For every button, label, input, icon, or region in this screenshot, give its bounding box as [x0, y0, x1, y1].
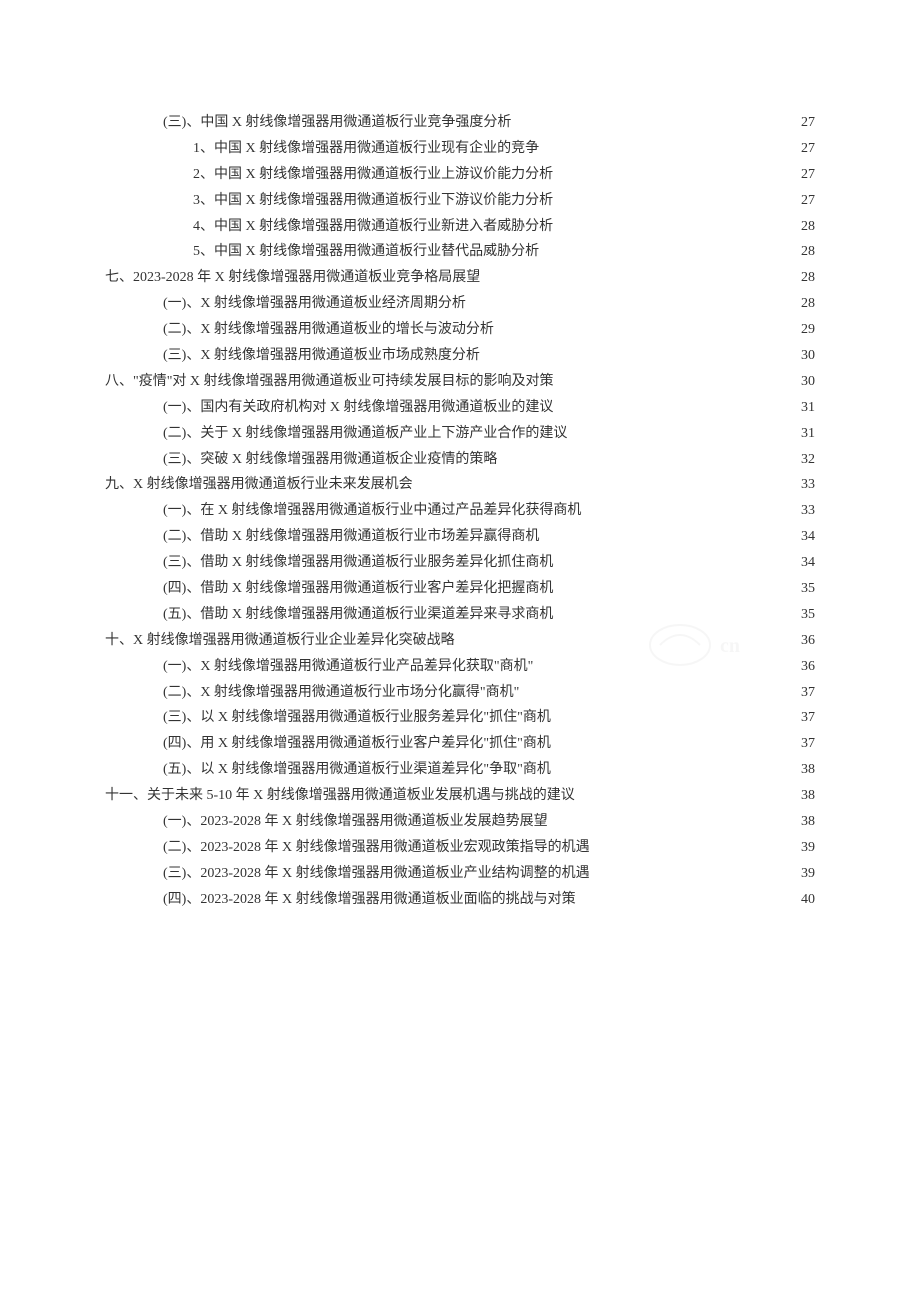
toc-entry-page: 38 [799, 757, 815, 783]
toc-entry-page: 34 [799, 524, 815, 550]
toc-entry-page: 37 [799, 731, 815, 757]
toc-entry-page: 27 [799, 110, 815, 136]
toc-entry-page: 37 [799, 705, 815, 731]
toc-entry-label: (五)、借助 X 射线像增强器用微通道板行业渠道差异来寻求商机 [163, 602, 553, 628]
toc-entry-label: (三)、以 X 射线像增强器用微通道板行业服务差异化"抓住"商机 [163, 705, 551, 731]
toc-entry-page: 35 [799, 576, 815, 602]
toc-entry-page: 28 [799, 239, 815, 265]
toc-entry: (一)、国内有关政府机构对 X 射线像增强器用微通道板业的建议 31 [105, 395, 815, 421]
toc-entry-label: (四)、用 X 射线像增强器用微通道板行业客户差异化"抓住"商机 [163, 731, 551, 757]
toc-entry: 九、X 射线像增强器用微通道板行业未来发展机会 33 [105, 472, 815, 498]
toc-entry: (三)、2023-2028 年 X 射线像增强器用微通道板业产业结构调整的机遇 3… [105, 861, 815, 887]
toc-entry: (三)、X 射线像增强器用微通道板业市场成熟度分析 30 [105, 343, 815, 369]
toc-entry-label: (四)、借助 X 射线像增强器用微通道板行业客户差异化把握商机 [163, 576, 553, 602]
toc-entry-page: 27 [799, 188, 815, 214]
toc-entry-page: 35 [799, 602, 815, 628]
toc-entry-page: 36 [799, 628, 815, 654]
toc-entry: (三)、以 X 射线像增强器用微通道板行业服务差异化"抓住"商机 37 [105, 705, 815, 731]
toc-entry-page: 31 [799, 421, 815, 447]
toc-entry-label: (一)、在 X 射线像增强器用微通道板行业中通过产品差异化获得商机 [163, 498, 581, 524]
toc-entry: (二)、借助 X 射线像增强器用微通道板行业市场差异赢得商机 34 [105, 524, 815, 550]
toc-entry-label: (一)、X 射线像增强器用微通道板行业产品差异化获取"商机" [163, 654, 533, 680]
toc-entry-label: (二)、X 射线像增强器用微通道板行业市场分化赢得"商机" [163, 680, 519, 706]
toc-entry-label: (三)、2023-2028 年 X 射线像增强器用微通道板业产业结构调整的机遇 [163, 861, 590, 887]
toc-entry-label: 八、"疫情"对 X 射线像增强器用微通道板业可持续发展目标的影响及对策 [105, 369, 554, 395]
toc-entry-label: (一)、国内有关政府机构对 X 射线像增强器用微通道板业的建议 [163, 395, 553, 421]
toc-entry-label: 4、中国 X 射线像增强器用微通道板行业新进入者威胁分析 [193, 214, 553, 240]
toc-entry: (一)、X 射线像增强器用微通道板行业产品差异化获取"商机" 36 [105, 654, 815, 680]
toc-entry: (五)、以 X 射线像增强器用微通道板行业渠道差异化"争取"商机 38 [105, 757, 815, 783]
toc-entry-page: 34 [799, 550, 815, 576]
toc-entry-label: 2、中国 X 射线像增强器用微通道板行业上游议价能力分析 [193, 162, 553, 188]
toc-entry: (二)、关于 X 射线像增强器用微通道板产业上下游产业合作的建议 31 [105, 421, 815, 447]
toc-entry-label: (二)、借助 X 射线像增强器用微通道板行业市场差异赢得商机 [163, 524, 539, 550]
toc-entry-page: 31 [799, 395, 815, 421]
toc-entry-page: 39 [799, 835, 815, 861]
toc-entry-page: 38 [799, 809, 815, 835]
toc-entry-label: (二)、X 射线像增强器用微通道板业的增长与波动分析 [163, 317, 494, 343]
toc-entry: (五)、借助 X 射线像增强器用微通道板行业渠道差异来寻求商机 35 [105, 602, 815, 628]
toc-entry: (三)、中国 X 射线像增强器用微通道板行业竞争强度分析 27 [105, 110, 815, 136]
toc-entry-page: 33 [799, 472, 815, 498]
toc-entry-label: (二)、2023-2028 年 X 射线像增强器用微通道板业宏观政策指导的机遇 [163, 835, 590, 861]
toc-entry-label: (五)、以 X 射线像增强器用微通道板行业渠道差异化"争取"商机 [163, 757, 551, 783]
toc-entry: (三)、借助 X 射线像增强器用微通道板行业服务差异化抓住商机 34 [105, 550, 815, 576]
toc-entry-label: 十、X 射线像增强器用微通道板行业企业差异化突破战略 [105, 628, 455, 654]
toc-entry: 八、"疫情"对 X 射线像增强器用微通道板业可持续发展目标的影响及对策 30 [105, 369, 815, 395]
toc-entry-label: 十一、关于未来 5-10 年 X 射线像增强器用微通道板业发展机遇与挑战的建议 [105, 783, 575, 809]
toc-entry-page: 28 [799, 291, 815, 317]
toc-entry: (二)、X 射线像增强器用微通道板行业市场分化赢得"商机" 37 [105, 680, 815, 706]
toc-entry-page: 27 [799, 162, 815, 188]
toc-entry-label: 1、中国 X 射线像增强器用微通道板行业现有企业的竞争 [193, 136, 539, 162]
toc-entry: (四)、借助 X 射线像增强器用微通道板行业客户差异化把握商机 35 [105, 576, 815, 602]
toc-entry-page: 38 [799, 783, 815, 809]
toc-entry-page: 37 [799, 680, 815, 706]
toc-entry-page: 30 [799, 369, 815, 395]
toc-entry: 5、中国 X 射线像增强器用微通道板行业替代品威胁分析 28 [105, 239, 815, 265]
toc-entry: 十一、关于未来 5-10 年 X 射线像增强器用微通道板业发展机遇与挑战的建议 3… [105, 783, 815, 809]
toc-entry-page: 39 [799, 861, 815, 887]
toc-entry: (四)、用 X 射线像增强器用微通道板行业客户差异化"抓住"商机 37 [105, 731, 815, 757]
toc-entry: 2、中国 X 射线像增强器用微通道板行业上游议价能力分析 27 [105, 162, 815, 188]
toc-entry: 七、2023-2028 年 X 射线像增强器用微通道板业竞争格局展望 28 [105, 265, 815, 291]
toc-entry-label: 5、中国 X 射线像增强器用微通道板行业替代品威胁分析 [193, 239, 539, 265]
toc-entry: (二)、2023-2028 年 X 射线像增强器用微通道板业宏观政策指导的机遇 3… [105, 835, 815, 861]
toc-entry-label: 九、X 射线像增强器用微通道板行业未来发展机会 [105, 472, 413, 498]
toc-entry-page: 28 [799, 214, 815, 240]
toc-entry-page: 29 [799, 317, 815, 343]
toc-entry-label: (三)、中国 X 射线像增强器用微通道板行业竞争强度分析 [163, 110, 511, 136]
toc-entry: 1、中国 X 射线像增强器用微通道板行业现有企业的竞争 27 [105, 136, 815, 162]
toc-entry: 3、中国 X 射线像增强器用微通道板行业下游议价能力分析 27 [105, 188, 815, 214]
toc-entry-label: (三)、借助 X 射线像增强器用微通道板行业服务差异化抓住商机 [163, 550, 553, 576]
toc-entry: (一)、在 X 射线像增强器用微通道板行业中通过产品差异化获得商机 33 [105, 498, 815, 524]
toc-entry: (三)、突破 X 射线像增强器用微通道板企业疫情的策略 32 [105, 447, 815, 473]
toc-entry-page: 40 [799, 887, 815, 913]
toc-entry-label: (一)、X 射线像增强器用微通道板业经济周期分析 [163, 291, 466, 317]
toc-entry: (一)、2023-2028 年 X 射线像增强器用微通道板业发展趋势展望 38 [105, 809, 815, 835]
toc-entry-label: 3、中国 X 射线像增强器用微通道板行业下游议价能力分析 [193, 188, 553, 214]
toc-entry-label: (三)、X 射线像增强器用微通道板业市场成熟度分析 [163, 343, 480, 369]
toc-entry-page: 36 [799, 654, 815, 680]
toc-entry-label: (三)、突破 X 射线像增强器用微通道板企业疫情的策略 [163, 447, 497, 473]
toc-entry-page: 33 [799, 498, 815, 524]
toc-entry-label: 七、2023-2028 年 X 射线像增强器用微通道板业竞争格局展望 [105, 265, 480, 291]
toc-entry: 十、X 射线像增强器用微通道板行业企业差异化突破战略 36 [105, 628, 815, 654]
toc-entry: (四)、2023-2028 年 X 射线像增强器用微通道板业面临的挑战与对策 40 [105, 887, 815, 913]
toc-entry-label: (一)、2023-2028 年 X 射线像增强器用微通道板业发展趋势展望 [163, 809, 548, 835]
toc-entry-label: (二)、关于 X 射线像增强器用微通道板产业上下游产业合作的建议 [163, 421, 567, 447]
toc-entry: 4、中国 X 射线像增强器用微通道板行业新进入者威胁分析 28 [105, 214, 815, 240]
toc-entry: (二)、X 射线像增强器用微通道板业的增长与波动分析 29 [105, 317, 815, 343]
toc-entry: (一)、X 射线像增强器用微通道板业经济周期分析 28 [105, 291, 815, 317]
toc-entry-page: 30 [799, 343, 815, 369]
toc-entry-page: 32 [799, 447, 815, 473]
toc-container: (三)、中国 X 射线像增强器用微通道板行业竞争强度分析271、中国 X 射线像… [105, 110, 815, 913]
toc-entry-label: (四)、2023-2028 年 X 射线像增强器用微通道板业面临的挑战与对策 [163, 887, 576, 913]
toc-entry-page: 27 [799, 136, 815, 162]
toc-entry-page: 28 [799, 265, 815, 291]
